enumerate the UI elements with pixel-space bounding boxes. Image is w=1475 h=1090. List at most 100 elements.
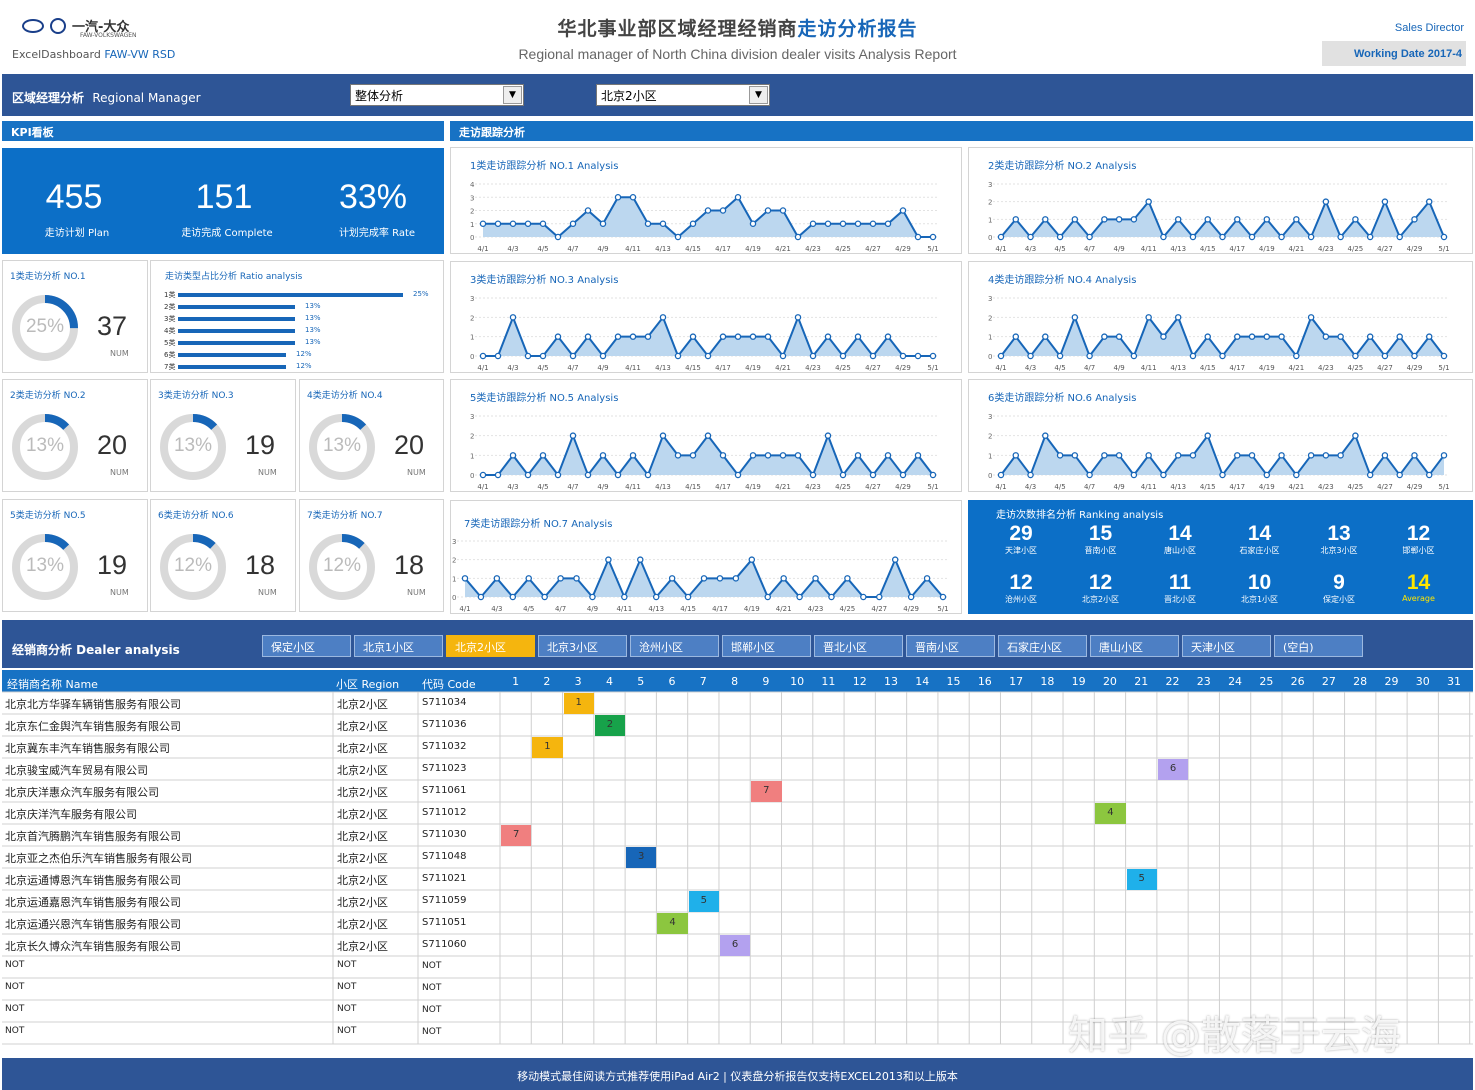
chart-plot: 0 1 2 3 4/1 4/3 4/5 4/7 4/9 4/11 4/13 4/15 4/17 4/19 4… bbox=[988, 413, 1450, 491]
data-point bbox=[716, 575, 724, 582]
ring-gauge bbox=[12, 534, 78, 600]
data-point bbox=[1307, 314, 1315, 321]
visit-cell[interactable]: 7 bbox=[501, 825, 532, 846]
ratio-label: 1类 bbox=[164, 291, 176, 299]
data-point bbox=[461, 575, 469, 582]
data-point bbox=[689, 333, 697, 340]
ring-progress bbox=[309, 534, 375, 600]
data-point bbox=[1012, 333, 1020, 340]
x-tick-label: 4/25 bbox=[1348, 245, 1364, 253]
data-point bbox=[1086, 233, 1093, 241]
data-point bbox=[554, 333, 562, 340]
data-point bbox=[824, 432, 832, 439]
data-point bbox=[1071, 314, 1079, 321]
data-point bbox=[824, 333, 832, 340]
data-point bbox=[1411, 216, 1418, 223]
dropdown-arrow-icon[interactable]: ▼ bbox=[503, 86, 522, 104]
ring-gauge bbox=[160, 534, 226, 600]
ring-progress bbox=[12, 295, 78, 361]
data-point bbox=[1293, 471, 1300, 479]
brand-name: 一汽-大众 bbox=[72, 20, 130, 35]
region-chip[interactable]: 天津小区 bbox=[1182, 635, 1271, 657]
visit-cell[interactable]: 4 bbox=[657, 913, 688, 934]
data-point bbox=[1440, 452, 1448, 459]
data-point bbox=[689, 452, 697, 459]
data-point bbox=[674, 233, 682, 241]
ratio-label: 7类 bbox=[164, 363, 176, 371]
data-point bbox=[1189, 452, 1197, 459]
region-chip[interactable]: 北京2小区 bbox=[446, 635, 535, 657]
ring-title: 7类走访分析 NO.7 bbox=[307, 511, 383, 521]
data-point bbox=[1248, 333, 1256, 340]
visit-cell[interactable]: 5 bbox=[1126, 869, 1157, 890]
visit-cell[interactable]: 2 bbox=[594, 715, 626, 736]
table-cell-region: 北京2小区 bbox=[337, 896, 388, 909]
x-tick-label: 4/27 bbox=[1377, 245, 1393, 253]
chart-title: 5类走访跟踪分析 NO.5 Analysis bbox=[470, 393, 619, 404]
data-point bbox=[1278, 233, 1285, 241]
visit-cell[interactable]: 1 bbox=[563, 693, 594, 714]
visit-cell[interactable]: 7 bbox=[751, 781, 782, 802]
table-cell-name: 北京庆洋惠众汽车服务有限公司 bbox=[5, 786, 159, 799]
region-chip[interactable]: 沧州小区 bbox=[630, 635, 719, 657]
x-tick-label: 4/7 bbox=[567, 364, 578, 372]
data-point bbox=[524, 471, 532, 479]
ranking-item: 14 Average bbox=[1380, 571, 1458, 603]
region-select[interactable]: 北京2小区 ▼ bbox=[596, 84, 770, 106]
table-cell-name: NOT bbox=[5, 982, 25, 992]
col-header-code: 代码 Code bbox=[422, 678, 476, 691]
region-chip[interactable]: 唐山小区 bbox=[1090, 635, 1179, 657]
region-chip[interactable]: 邯郸小区 bbox=[722, 635, 811, 657]
x-tick-label: 4/13 bbox=[655, 364, 671, 372]
visit-cell[interactable]: 6 bbox=[1157, 759, 1189, 780]
table-cell-region: 北京2小区 bbox=[337, 742, 388, 755]
chart-plot: 0 1 2 3 4 4/1 4/3 4/5 4/7 4/9 4/11 4/13 4/15 4/17 4/19… bbox=[470, 181, 939, 253]
data-point bbox=[525, 575, 532, 582]
x-tick-label: 4/5 bbox=[1054, 483, 1065, 491]
data-point bbox=[939, 593, 947, 601]
data-point bbox=[1366, 333, 1374, 340]
visit-cell[interactable]: 6 bbox=[719, 935, 751, 956]
visit-cell[interactable]: 1 bbox=[532, 737, 563, 758]
ranking-item: 12 北京2小区 bbox=[1062, 571, 1140, 605]
region-chip[interactable]: 保定小区 bbox=[262, 635, 351, 657]
table-cell-region: 北京2小区 bbox=[337, 764, 388, 777]
data-point bbox=[644, 333, 652, 340]
col-header-day: 15 bbox=[946, 675, 961, 688]
x-tick-label: 4/7 bbox=[567, 483, 578, 491]
ring-count: 20 bbox=[394, 430, 425, 460]
data-point bbox=[734, 333, 742, 340]
data-point bbox=[1440, 233, 1448, 241]
ring-percent: 12% bbox=[173, 555, 213, 576]
x-tick-label: 4/1 bbox=[995, 483, 1006, 491]
data-point bbox=[1042, 432, 1049, 439]
data-point bbox=[1012, 452, 1020, 459]
region-chip[interactable]: 石家庄小区 bbox=[998, 635, 1087, 657]
col-header-day: 23 bbox=[1196, 675, 1211, 688]
ranking-region: 北京3小区 bbox=[1320, 546, 1358, 555]
region-chip[interactable]: (空白) bbox=[1274, 635, 1363, 657]
data-point bbox=[1293, 216, 1300, 223]
data-point bbox=[1071, 452, 1079, 459]
ring-count: 37 bbox=[97, 311, 128, 341]
visit-cell[interactable]: 5 bbox=[688, 891, 719, 912]
x-tick-label: 4/15 bbox=[685, 483, 701, 491]
visit-cell[interactable]: 4 bbox=[1095, 803, 1126, 824]
x-tick-label: 4/9 bbox=[1114, 364, 1125, 372]
data-point bbox=[1381, 352, 1389, 360]
dropdown-arrow-icon[interactable]: ▼ bbox=[749, 86, 768, 104]
data-point bbox=[539, 352, 547, 360]
visit-cell[interactable]: 3 bbox=[626, 847, 657, 868]
ring-gauge bbox=[160, 414, 226, 480]
analysis-select[interactable]: 整体分析 ▼ bbox=[350, 84, 524, 106]
y-tick-label: 0 bbox=[452, 594, 456, 602]
ring-unit: NUM bbox=[258, 588, 277, 597]
table-cell-name: 北京运通博恩汽车销售服务有限公司 bbox=[5, 874, 181, 887]
region-chip[interactable]: 晋南小区 bbox=[906, 635, 995, 657]
region-chip[interactable]: 北京3小区 bbox=[538, 635, 627, 657]
ratio-percent: 13% bbox=[305, 314, 321, 322]
region-chip[interactable]: 北京1小区 bbox=[354, 635, 443, 657]
x-tick-label: 4/17 bbox=[1229, 245, 1245, 253]
data-point bbox=[719, 207, 727, 214]
region-chip[interactable]: 晋北小区 bbox=[814, 635, 903, 657]
